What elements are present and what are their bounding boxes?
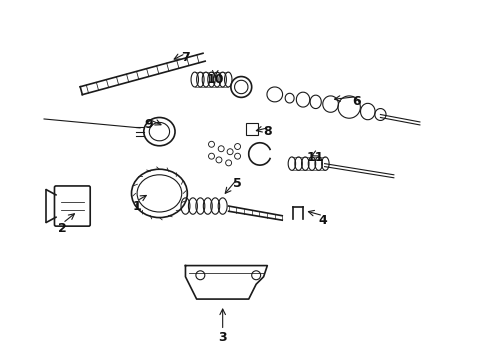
Text: 5: 5 — [233, 177, 242, 190]
Text: 11: 11 — [307, 151, 324, 164]
Text: 4: 4 — [319, 215, 327, 228]
Text: 10: 10 — [206, 73, 224, 86]
Text: 6: 6 — [352, 95, 361, 108]
Text: 2: 2 — [58, 222, 67, 235]
Text: 3: 3 — [219, 331, 227, 344]
Text: 1: 1 — [133, 199, 142, 212]
Bar — [246, 123, 258, 135]
Text: 8: 8 — [263, 125, 271, 138]
Text: 9: 9 — [144, 118, 152, 131]
Text: 7: 7 — [181, 51, 190, 64]
